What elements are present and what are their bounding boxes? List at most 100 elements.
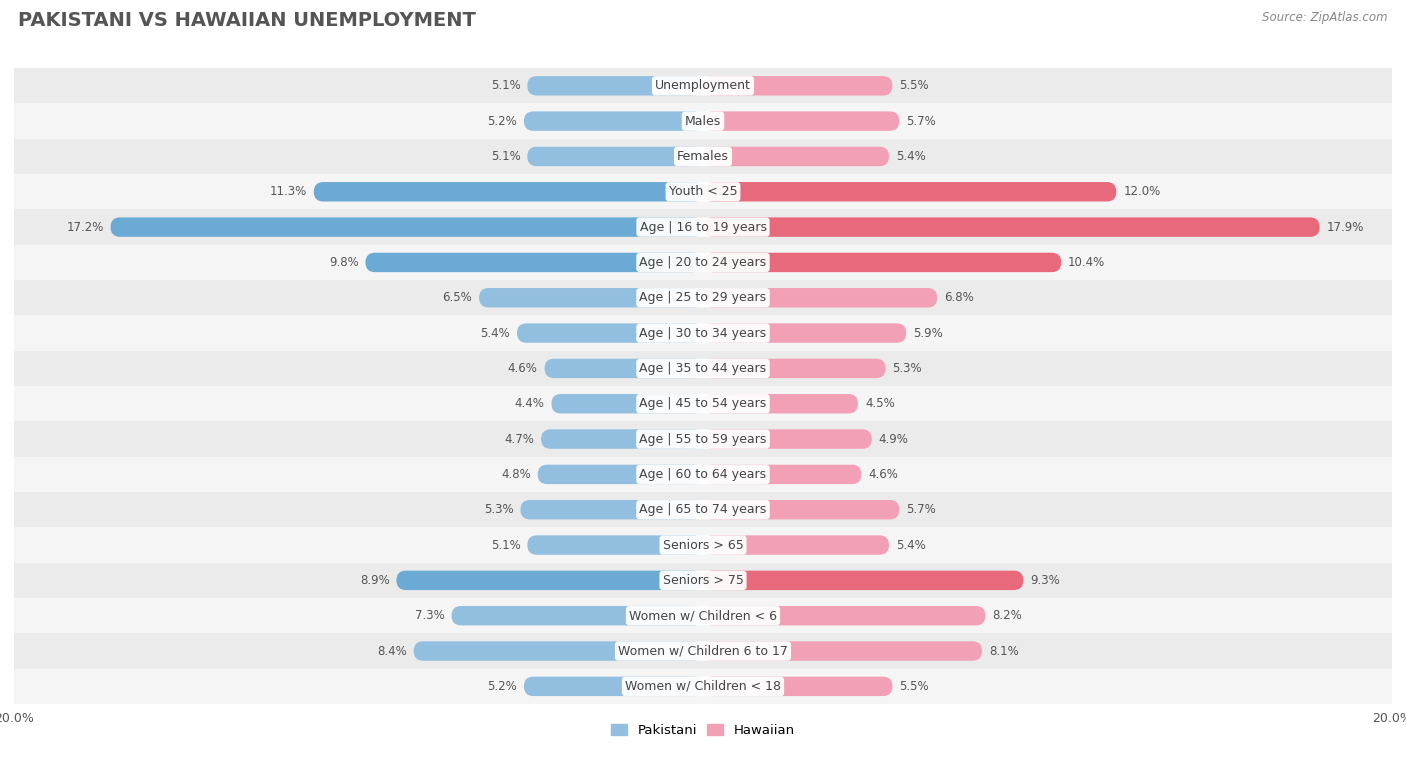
FancyBboxPatch shape	[537, 465, 703, 484]
FancyBboxPatch shape	[703, 677, 893, 696]
FancyBboxPatch shape	[366, 253, 703, 273]
Text: 5.3%: 5.3%	[484, 503, 513, 516]
Text: 8.1%: 8.1%	[988, 644, 1019, 658]
FancyBboxPatch shape	[703, 535, 889, 555]
Text: Source: ZipAtlas.com: Source: ZipAtlas.com	[1263, 11, 1388, 24]
FancyBboxPatch shape	[703, 641, 981, 661]
Bar	[14, 68, 1392, 104]
FancyBboxPatch shape	[517, 323, 703, 343]
FancyBboxPatch shape	[703, 182, 1116, 201]
Text: 4.9%: 4.9%	[879, 432, 908, 446]
FancyBboxPatch shape	[544, 359, 703, 378]
Text: Age | 35 to 44 years: Age | 35 to 44 years	[640, 362, 766, 375]
Bar	[14, 139, 1392, 174]
Text: Age | 16 to 19 years: Age | 16 to 19 years	[640, 220, 766, 234]
Bar	[14, 634, 1392, 668]
Text: 5.5%: 5.5%	[900, 680, 929, 693]
FancyBboxPatch shape	[703, 323, 907, 343]
Text: Seniors > 75: Seniors > 75	[662, 574, 744, 587]
Text: 5.7%: 5.7%	[907, 503, 936, 516]
Text: 8.9%: 8.9%	[360, 574, 389, 587]
Bar	[14, 528, 1392, 562]
Text: 4.7%: 4.7%	[505, 432, 534, 446]
Bar	[14, 386, 1392, 422]
Text: Women w/ Children < 18: Women w/ Children < 18	[626, 680, 780, 693]
Bar	[14, 456, 1392, 492]
Text: Age | 65 to 74 years: Age | 65 to 74 years	[640, 503, 766, 516]
Text: 4.5%: 4.5%	[865, 397, 894, 410]
Text: Age | 25 to 29 years: Age | 25 to 29 years	[640, 291, 766, 304]
FancyBboxPatch shape	[703, 111, 900, 131]
Text: 4.6%: 4.6%	[869, 468, 898, 481]
Text: 5.9%: 5.9%	[912, 326, 943, 340]
FancyBboxPatch shape	[111, 217, 703, 237]
FancyBboxPatch shape	[703, 288, 938, 307]
Text: 10.4%: 10.4%	[1069, 256, 1105, 269]
FancyBboxPatch shape	[527, 147, 703, 167]
Bar	[14, 562, 1392, 598]
Bar	[14, 174, 1392, 210]
Text: Males: Males	[685, 114, 721, 128]
Text: 17.2%: 17.2%	[66, 220, 104, 234]
FancyBboxPatch shape	[541, 429, 703, 449]
Bar	[14, 350, 1392, 386]
Text: 5.5%: 5.5%	[900, 79, 929, 92]
Text: 4.8%: 4.8%	[501, 468, 531, 481]
Text: 11.3%: 11.3%	[270, 185, 307, 198]
Text: PAKISTANI VS HAWAIIAN UNEMPLOYMENT: PAKISTANI VS HAWAIIAN UNEMPLOYMENT	[18, 11, 477, 30]
Text: 5.4%: 5.4%	[896, 150, 925, 163]
Bar	[14, 598, 1392, 634]
Bar	[14, 668, 1392, 704]
FancyBboxPatch shape	[703, 571, 1024, 590]
Text: 5.1%: 5.1%	[491, 79, 520, 92]
FancyBboxPatch shape	[413, 641, 703, 661]
Text: 9.3%: 9.3%	[1031, 574, 1060, 587]
FancyBboxPatch shape	[314, 182, 703, 201]
FancyBboxPatch shape	[524, 677, 703, 696]
FancyBboxPatch shape	[703, 217, 1320, 237]
Text: Women w/ Children 6 to 17: Women w/ Children 6 to 17	[619, 644, 787, 658]
FancyBboxPatch shape	[524, 111, 703, 131]
FancyBboxPatch shape	[703, 500, 900, 519]
Legend: Pakistani, Hawaiian: Pakistani, Hawaiian	[606, 718, 800, 742]
Bar	[14, 280, 1392, 316]
Text: 17.9%: 17.9%	[1326, 220, 1364, 234]
Text: 4.6%: 4.6%	[508, 362, 537, 375]
Text: Women w/ Children < 6: Women w/ Children < 6	[628, 609, 778, 622]
FancyBboxPatch shape	[527, 535, 703, 555]
Bar	[14, 492, 1392, 528]
Text: 5.3%: 5.3%	[893, 362, 922, 375]
Text: Age | 60 to 64 years: Age | 60 to 64 years	[640, 468, 766, 481]
FancyBboxPatch shape	[396, 571, 703, 590]
FancyBboxPatch shape	[551, 394, 703, 413]
Text: Seniors > 65: Seniors > 65	[662, 538, 744, 552]
Text: Youth < 25: Youth < 25	[669, 185, 737, 198]
FancyBboxPatch shape	[479, 288, 703, 307]
Bar	[14, 245, 1392, 280]
FancyBboxPatch shape	[520, 500, 703, 519]
Text: 7.3%: 7.3%	[415, 609, 444, 622]
FancyBboxPatch shape	[703, 465, 862, 484]
Text: 6.5%: 6.5%	[443, 291, 472, 304]
Text: 5.2%: 5.2%	[488, 114, 517, 128]
Text: 8.4%: 8.4%	[377, 644, 406, 658]
Text: 8.2%: 8.2%	[993, 609, 1022, 622]
Text: 5.2%: 5.2%	[488, 680, 517, 693]
FancyBboxPatch shape	[703, 606, 986, 625]
Text: 5.1%: 5.1%	[491, 150, 520, 163]
Text: Age | 30 to 34 years: Age | 30 to 34 years	[640, 326, 766, 340]
FancyBboxPatch shape	[703, 253, 1062, 273]
FancyBboxPatch shape	[703, 394, 858, 413]
Text: 5.4%: 5.4%	[896, 538, 925, 552]
Text: Females: Females	[678, 150, 728, 163]
Text: Age | 45 to 54 years: Age | 45 to 54 years	[640, 397, 766, 410]
Bar	[14, 104, 1392, 139]
Text: Age | 55 to 59 years: Age | 55 to 59 years	[640, 432, 766, 446]
Text: 5.7%: 5.7%	[907, 114, 936, 128]
Text: Age | 20 to 24 years: Age | 20 to 24 years	[640, 256, 766, 269]
Text: 12.0%: 12.0%	[1123, 185, 1160, 198]
Text: 6.8%: 6.8%	[945, 291, 974, 304]
Text: 5.4%: 5.4%	[481, 326, 510, 340]
Text: 4.4%: 4.4%	[515, 397, 544, 410]
Bar	[14, 316, 1392, 350]
